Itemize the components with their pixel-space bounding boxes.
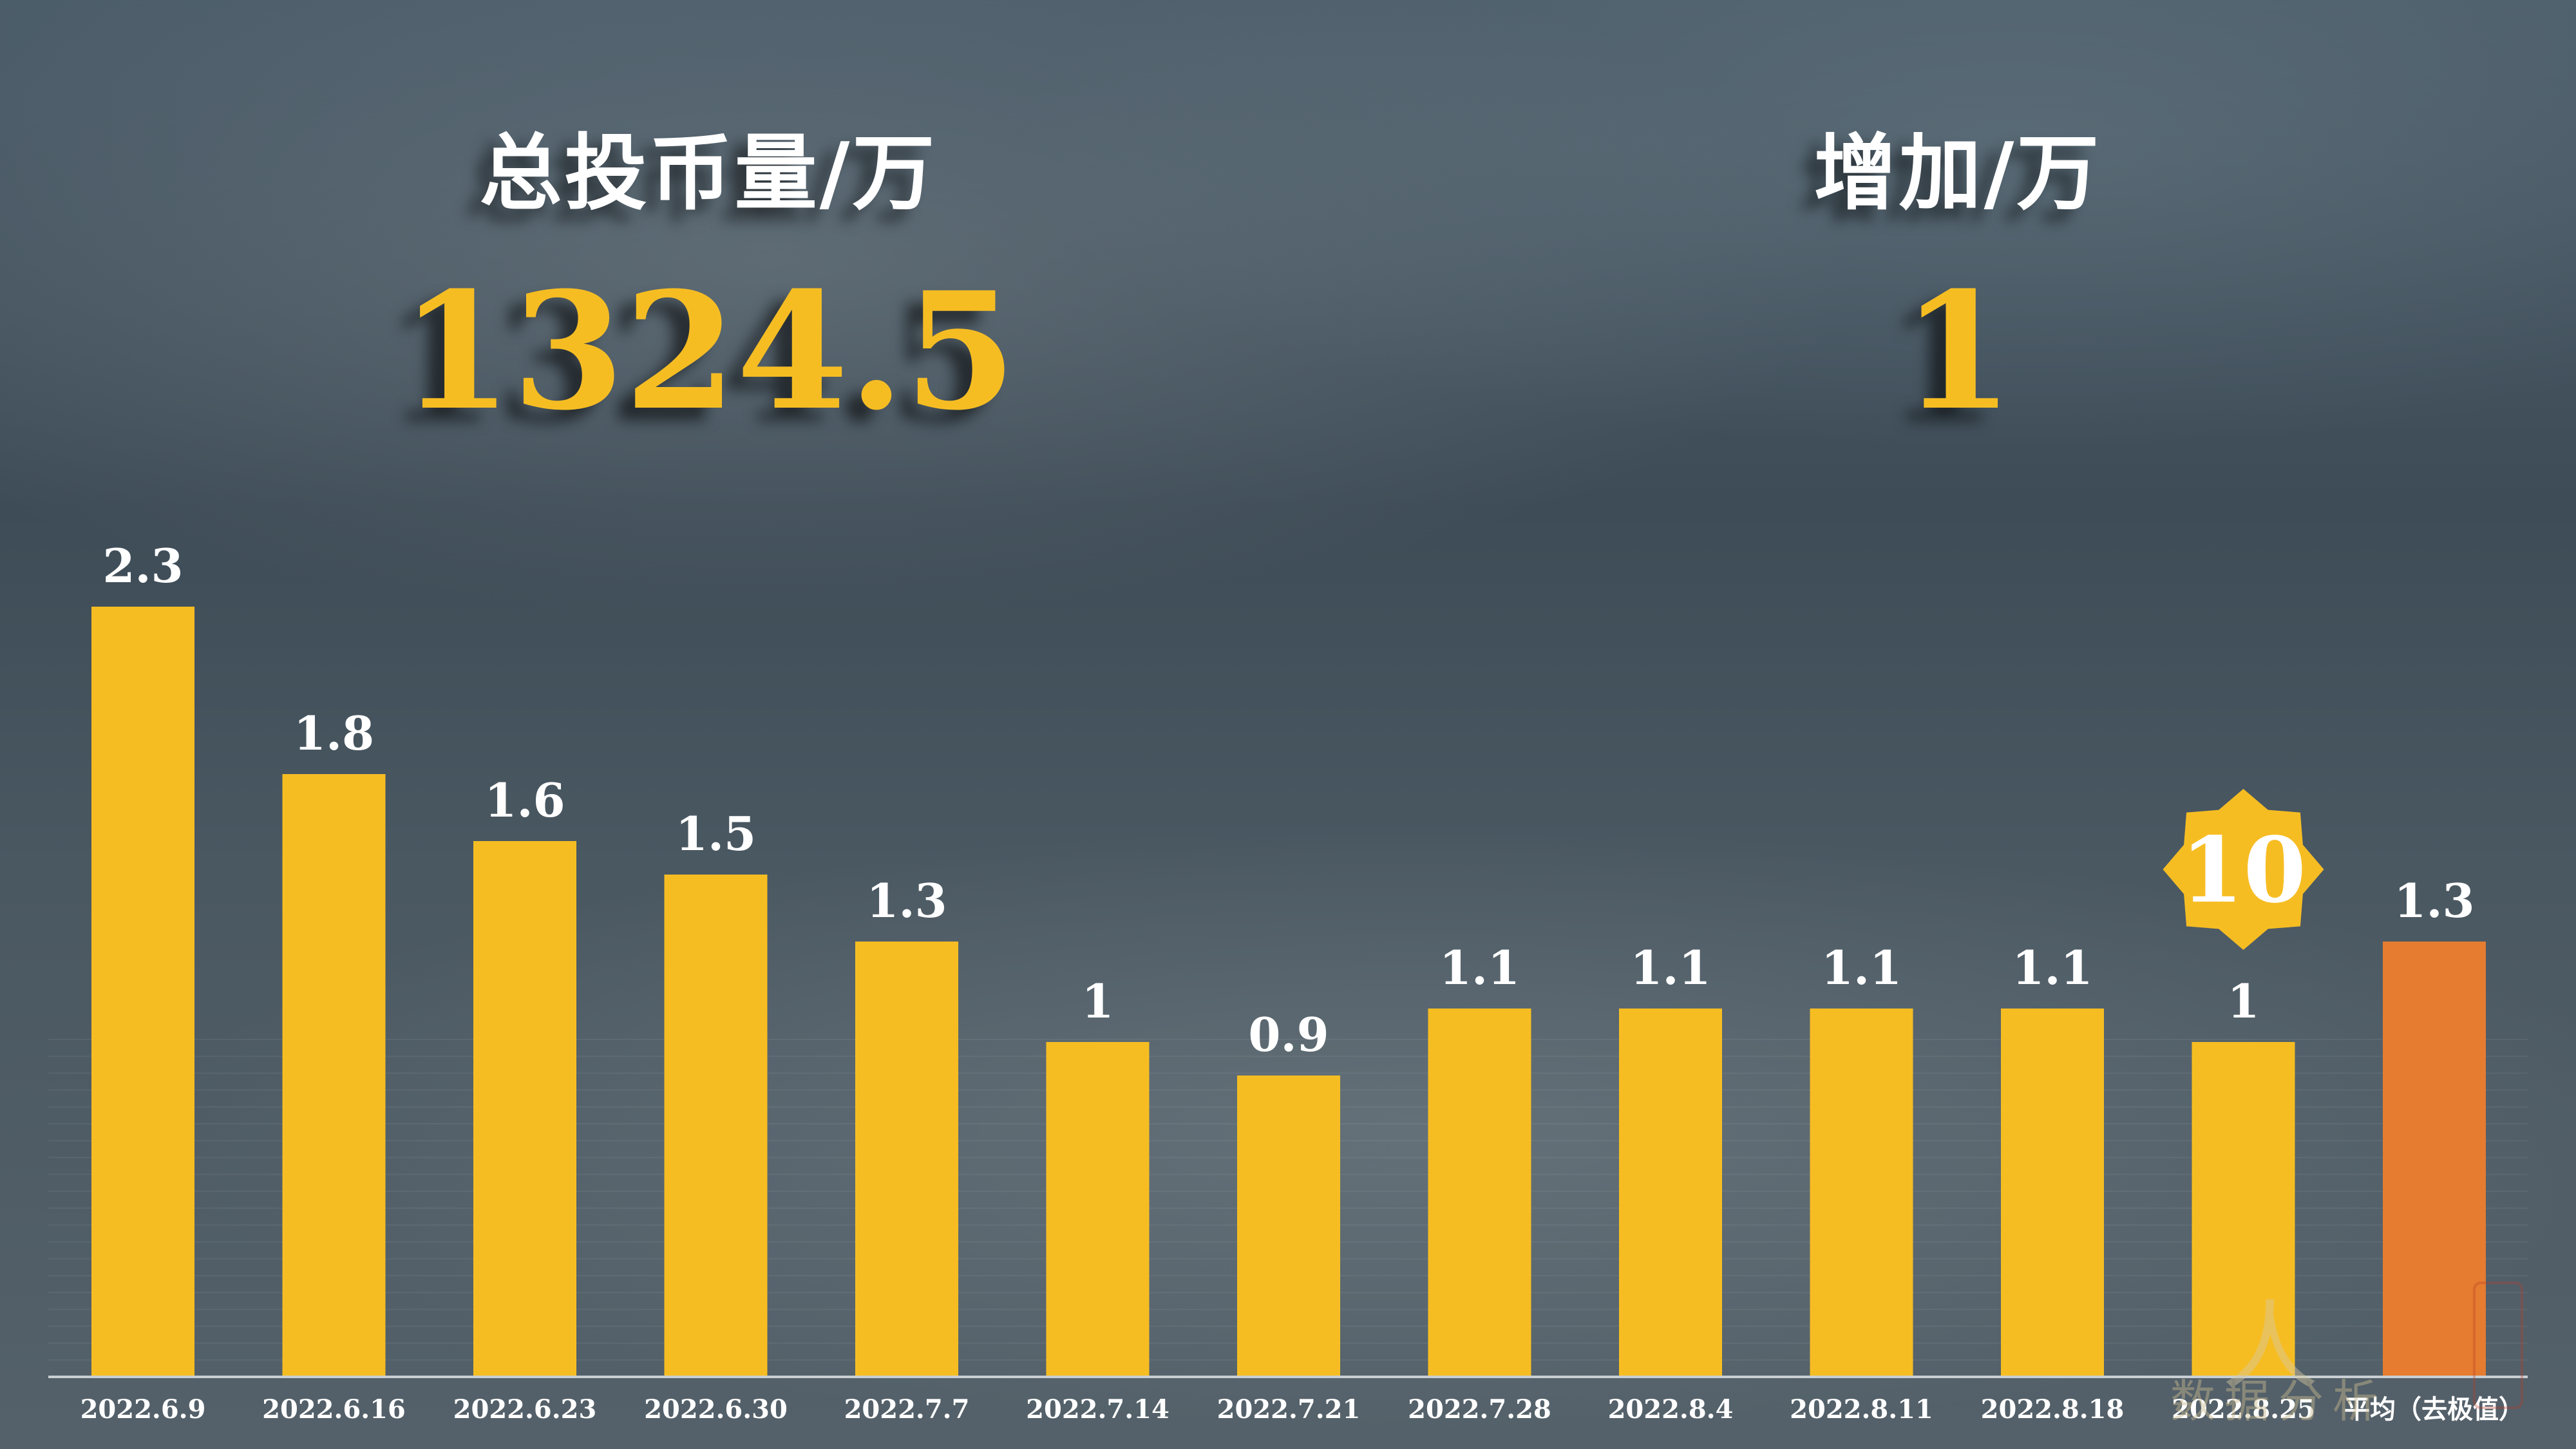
watermark-glyph: 人: [2222, 1291, 2319, 1403]
kpi-total-value: 1324.5: [400, 256, 1017, 446]
bar: [1237, 1075, 1340, 1377]
x-tick-label: 2022.6.16: [262, 1394, 406, 1425]
kpi-increase-value: 1: [1902, 256, 2014, 446]
watermark-logo: 人 数据分析: [2125, 1269, 2537, 1428]
x-tick-label: 2022.8.4: [1608, 1394, 1734, 1425]
x-tick-label: 2022.6.30: [644, 1394, 788, 1425]
x-tick-label: 平均（去极值）: [2344, 1394, 2524, 1425]
bar-value-label: 1: [1081, 974, 1113, 1028]
bar: [91, 607, 194, 1377]
x-tick-label: 2022.7.21: [1217, 1394, 1361, 1425]
x-tick-label: 2022.7.7: [844, 1394, 970, 1425]
bar-value-label: 1.1: [1630, 940, 1710, 995]
seal-stamp: [2473, 1282, 2523, 1409]
x-tick-label: 2022.8.18: [1981, 1394, 2125, 1425]
bar-value-label: 2.3: [102, 538, 183, 593]
x-tick-label: 2022.8.25: [2172, 1394, 2315, 1425]
bar-value-label: 1.1: [1439, 940, 1520, 995]
x-tick-label: 2022.7.28: [1408, 1394, 1551, 1425]
bar: [1810, 1009, 1913, 1377]
x-tick-label: 2022.8.11: [1790, 1394, 1933, 1425]
bar: [282, 774, 386, 1377]
chart-bars: [91, 607, 2486, 1377]
bar-value-label: 1.8: [294, 706, 374, 761]
bar: [664, 875, 768, 1377]
star-badge-shape: [2163, 789, 2324, 950]
rank-badge: 10: [2163, 789, 2324, 950]
x-tick-label: 2022.6.9: [80, 1394, 206, 1425]
kpi-total-label: 总投币量/万: [479, 126, 938, 222]
x-tick-label: 2022.7.14: [1026, 1394, 1170, 1425]
bar: [1428, 1009, 1531, 1377]
bar: [2192, 1042, 2295, 1377]
chart-value-labels: 2.3 1.8 1.6 1.5 1.3 1 0.9 1.1 1.1 1.1 1.1 1 1.3: [102, 538, 2474, 1062]
bar-value-label: 0.9: [1248, 1007, 1329, 1062]
chart-x-tick-labels: 2022.6.9 2022.6.16 2022.6.23 2022.6.30 2022.…: [80, 1394, 2524, 1425]
bar-value-label: 1.3: [866, 873, 947, 928]
kpi-increase-label: 增加/万: [1814, 126, 2102, 222]
bar-value-label: 1.6: [484, 773, 565, 828]
watermark-text: 数据分析: [2170, 1375, 2387, 1428]
badge-number: 10: [2181, 818, 2306, 923]
bar: [1619, 1009, 1722, 1377]
bar-value-label: 1: [2227, 974, 2259, 1028]
bar: [1046, 1042, 1150, 1377]
bar-value-label: 1.1: [1821, 940, 1902, 995]
bar: [855, 942, 958, 1377]
bar-value-label: 1.5: [676, 806, 756, 861]
bar-value-label: 1.3: [2394, 873, 2474, 928]
bar: [473, 841, 576, 1377]
x-tick-label: 2022.6.23: [453, 1394, 597, 1425]
bar: [2383, 942, 2486, 1377]
bar: [2001, 1009, 2104, 1377]
bar-value-label: 1.1: [2012, 940, 2092, 995]
